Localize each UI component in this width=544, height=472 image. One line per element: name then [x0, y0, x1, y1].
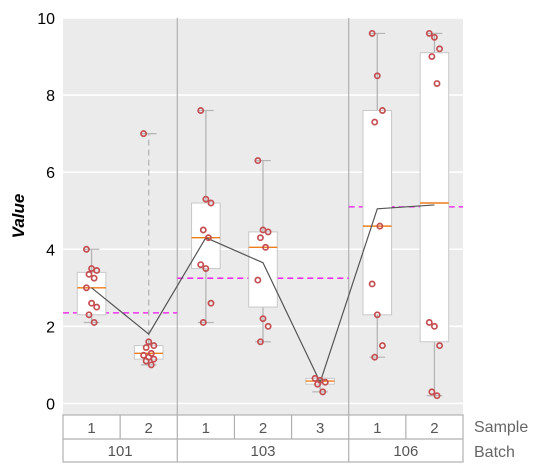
data-point [197, 261, 205, 269]
data-point [90, 274, 98, 282]
y-tick-label: 0 [46, 396, 55, 413]
batch-separators [176, 18, 350, 415]
data-point [145, 338, 153, 346]
data-point [254, 157, 262, 165]
data-point [202, 265, 210, 272]
category-table: 1 2 1 2 3 1 2 101 103 106 [62, 414, 464, 463]
data-point [433, 392, 441, 400]
data-point [373, 311, 381, 319]
data-point [373, 72, 381, 80]
data-point [85, 270, 93, 278]
data-point [207, 299, 215, 307]
median-trend-line [91, 204, 435, 384]
data-point [430, 322, 438, 330]
data-point [256, 338, 264, 346]
trend-line [91, 204, 435, 384]
data-point [378, 342, 386, 350]
sample-label: 1 [202, 420, 210, 437]
data-point [433, 80, 441, 87]
data-point [319, 388, 327, 396]
row-label-batch: Batch [474, 444, 515, 461]
data-point [90, 319, 98, 326]
sample-label: 2 [430, 420, 438, 437]
data-point [197, 107, 205, 114]
data-point [142, 344, 150, 351]
data-point [436, 45, 444, 53]
data-point [259, 315, 267, 323]
batch-label: 101 [108, 443, 133, 460]
sample-label: 2 [145, 420, 153, 437]
data-point [378, 107, 386, 114]
data-point [207, 199, 215, 207]
data-point [371, 118, 379, 126]
y-axis-ticks: 0 2 4 6 8 10 [37, 11, 55, 413]
data-point [262, 243, 270, 251]
data-point [264, 322, 272, 330]
y-tick-label: 10 [37, 11, 55, 28]
data-point [85, 311, 93, 319]
data-point [93, 303, 101, 311]
data-point [428, 53, 436, 60]
y-tick-label: 4 [46, 242, 55, 259]
data-point [204, 234, 212, 242]
data-point [428, 388, 436, 396]
y-tick-label: 2 [46, 319, 55, 336]
data-point [202, 195, 210, 203]
data-point [436, 342, 444, 350]
sample-label: 1 [373, 420, 381, 437]
data-point [142, 357, 150, 365]
data-point [425, 29, 433, 37]
box [248, 231, 278, 308]
data-point [82, 284, 90, 292]
sample-label: 1 [87, 420, 95, 437]
data-point [140, 130, 148, 138]
data-points [82, 29, 444, 400]
data-point [425, 319, 433, 326]
data-point [256, 234, 264, 242]
data-point [264, 228, 272, 236]
data-point [150, 355, 158, 363]
batch-label: 103 [250, 443, 275, 460]
data-point [376, 222, 384, 230]
data-point [430, 33, 438, 41]
data-point [254, 276, 262, 284]
data-point [199, 319, 207, 326]
y-tick-label: 8 [46, 88, 55, 105]
box [419, 52, 450, 343]
data-point [368, 280, 376, 288]
data-point [368, 29, 376, 37]
data-point [93, 267, 101, 274]
row-label-sample: Sample [474, 419, 528, 436]
sample-label: 2 [259, 420, 267, 437]
data-point [82, 245, 90, 253]
batch-label: 106 [393, 443, 418, 460]
data-point [321, 378, 329, 386]
sample-label: 3 [316, 420, 324, 437]
data-point [314, 380, 322, 388]
data-point [199, 226, 207, 234]
data-point [371, 353, 379, 361]
data-point [88, 299, 96, 307]
data-point [147, 361, 155, 369]
box [362, 110, 393, 316]
data-point [150, 342, 158, 350]
y-tick-label: 6 [46, 165, 55, 182]
y-axis-label: Value [9, 194, 28, 239]
